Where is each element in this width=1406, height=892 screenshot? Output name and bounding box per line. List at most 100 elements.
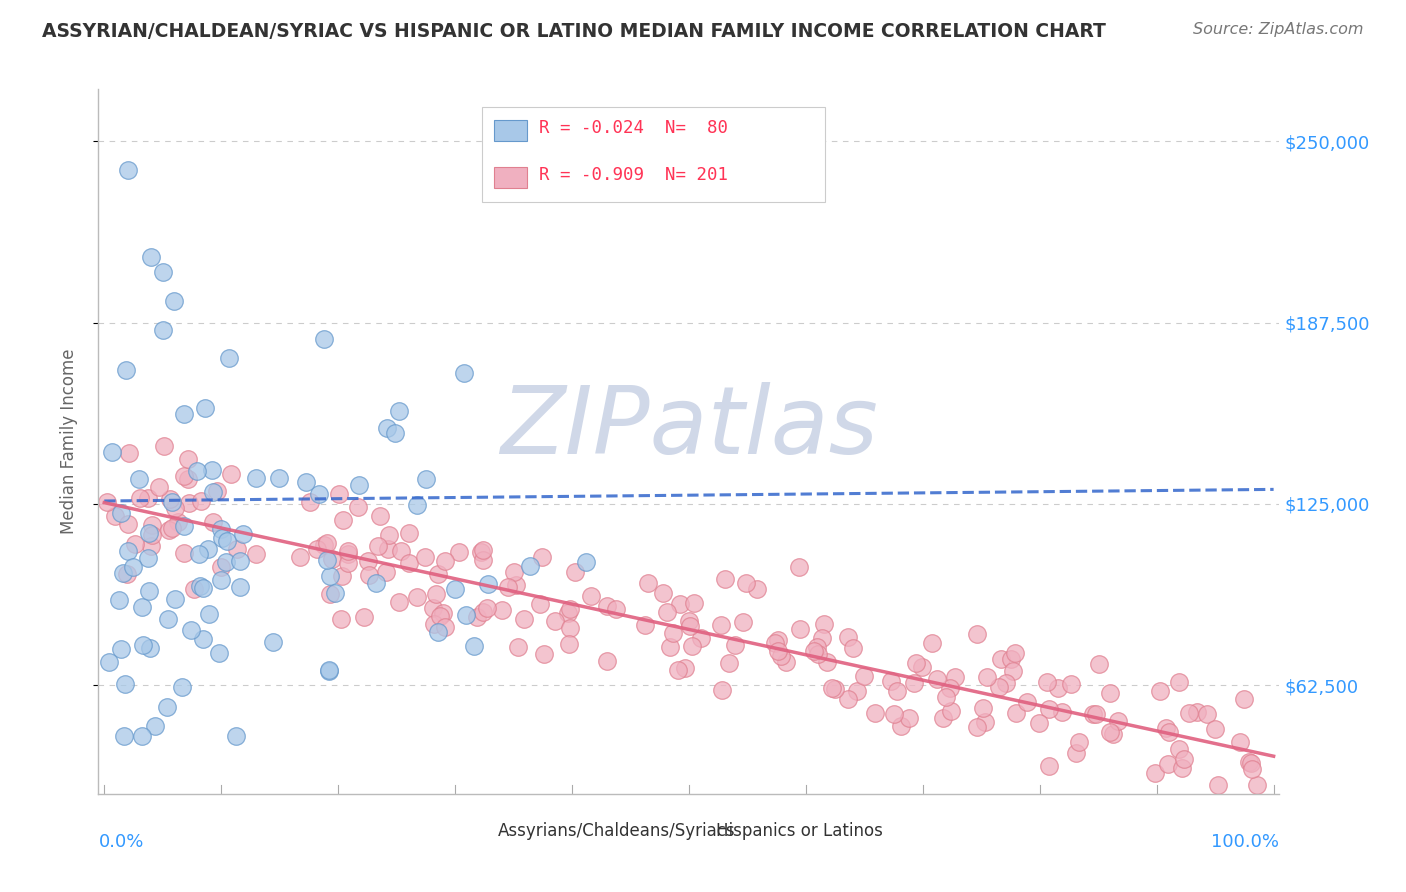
Point	[770, 649, 793, 664]
Point	[432, 606, 454, 620]
Point	[191, 632, 214, 646]
Point	[318, 664, 340, 678]
Point	[463, 639, 485, 653]
Point	[564, 565, 586, 579]
Text: R = -0.024  N=  80: R = -0.024 N= 80	[538, 119, 728, 137]
Point	[245, 471, 267, 485]
Point	[330, 569, 353, 583]
Point	[807, 647, 830, 661]
FancyBboxPatch shape	[482, 107, 825, 202]
Point	[1177, 706, 1199, 721]
Point	[714, 572, 737, 586]
Point	[596, 599, 619, 613]
Point	[415, 472, 437, 486]
Point	[1143, 766, 1166, 780]
Point	[156, 612, 179, 626]
Point	[173, 407, 195, 421]
Point	[122, 560, 145, 574]
Point	[188, 578, 211, 592]
Text: Assyrians/Chaldeans/Syriacs: Assyrians/Chaldeans/Syriacs	[498, 822, 735, 840]
Point	[112, 729, 135, 743]
Point	[209, 522, 232, 536]
Point	[117, 516, 139, 531]
Point	[935, 690, 957, 704]
Point	[1185, 705, 1208, 719]
Point	[384, 425, 406, 440]
Point	[141, 539, 163, 553]
Point	[1233, 692, 1256, 706]
Point	[225, 729, 247, 743]
Point	[336, 544, 359, 558]
Point	[364, 575, 387, 590]
Point	[943, 670, 966, 684]
Point	[138, 525, 160, 540]
Point	[321, 551, 343, 566]
Point	[110, 642, 132, 657]
Point	[1038, 759, 1060, 773]
Point	[1000, 652, 1022, 666]
Point	[173, 468, 195, 483]
Point	[890, 719, 912, 733]
Point	[218, 351, 240, 365]
Point	[136, 491, 159, 505]
Point	[131, 600, 153, 615]
Point	[141, 527, 163, 541]
Point	[1102, 726, 1125, 740]
Point	[1240, 756, 1263, 770]
Point	[1241, 762, 1264, 776]
Point	[198, 607, 221, 622]
Point	[472, 542, 495, 557]
Point	[118, 446, 141, 460]
Point	[1028, 716, 1050, 731]
Point	[433, 620, 456, 634]
FancyBboxPatch shape	[494, 120, 527, 141]
Point	[533, 648, 555, 662]
Point	[837, 630, 859, 644]
Point	[1246, 778, 1268, 792]
Point	[972, 701, 994, 715]
Point	[1168, 674, 1191, 689]
Point	[190, 493, 212, 508]
Point	[128, 491, 150, 505]
Point	[447, 545, 470, 559]
Point	[673, 661, 696, 675]
Point	[323, 586, 346, 600]
Point	[1060, 677, 1083, 691]
Point	[101, 445, 124, 459]
Point	[883, 706, 905, 721]
Point	[368, 508, 391, 523]
Point	[159, 491, 181, 506]
Point	[683, 596, 706, 610]
Point	[167, 515, 190, 529]
Point	[1064, 746, 1087, 760]
Point	[966, 720, 988, 734]
Point	[512, 612, 534, 626]
Point	[976, 670, 998, 684]
Point	[927, 673, 949, 687]
Point	[232, 526, 254, 541]
Point	[307, 542, 329, 557]
Point	[316, 553, 339, 567]
Point	[434, 553, 457, 567]
Point	[318, 665, 340, 679]
Point	[96, 495, 118, 509]
Point	[378, 528, 401, 542]
Point	[1017, 695, 1039, 709]
Point	[215, 534, 238, 549]
Point	[229, 580, 252, 594]
Point	[557, 606, 579, 620]
Point	[845, 683, 868, 698]
Point	[853, 669, 876, 683]
Point	[165, 592, 187, 607]
Point	[262, 635, 284, 649]
Point	[1206, 778, 1229, 792]
Point	[994, 676, 1017, 690]
Point	[117, 543, 139, 558]
Point	[444, 582, 467, 597]
Point	[209, 560, 232, 574]
Point	[789, 622, 811, 636]
Point	[152, 265, 174, 279]
Point	[139, 640, 162, 655]
Point	[425, 587, 447, 601]
Point	[560, 621, 582, 635]
